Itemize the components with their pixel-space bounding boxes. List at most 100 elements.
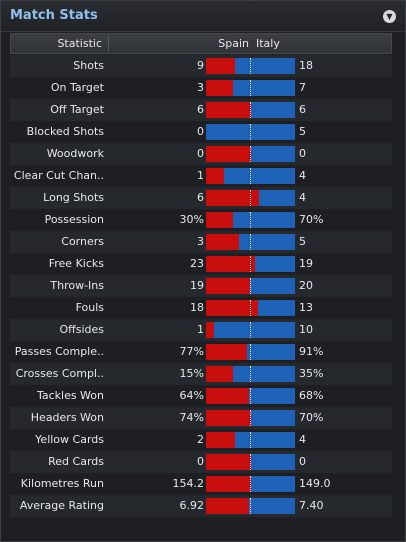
home-value: 3 — [197, 235, 204, 248]
home-share-fill — [206, 58, 235, 74]
stat-row: Average Rating 6.92 7.40 — [10, 495, 392, 517]
stat-row: Fouls 18 13 — [10, 297, 392, 319]
column-statistic[interactable]: Statistic — [57, 37, 102, 50]
midpoint-marker — [250, 498, 251, 514]
stat-label: Corners — [61, 235, 104, 248]
column-home-team[interactable]: Spain — [218, 37, 249, 50]
midpoint-marker — [250, 124, 251, 140]
away-value: 5 — [299, 235, 306, 248]
comparison-bar — [206, 410, 295, 426]
home-value: 0 — [197, 125, 204, 138]
stat-row: Woodwork 0 0 — [10, 143, 392, 165]
midpoint-marker — [250, 410, 251, 426]
comparison-bar — [206, 256, 295, 272]
home-value: 30% — [179, 213, 204, 226]
midpoint-marker — [250, 432, 251, 448]
comparison-bar — [206, 454, 295, 470]
away-value: 10 — [299, 323, 313, 336]
midpoint-marker — [250, 58, 251, 74]
away-value: 91% — [299, 345, 324, 358]
stat-label: Offsides — [59, 323, 104, 336]
comparison-bar — [206, 102, 295, 118]
stat-label: Headers Won — [30, 411, 104, 424]
midpoint-marker — [250, 344, 251, 360]
stat-row: Kilometres Run 154.2 149.0 — [10, 473, 392, 495]
comparison-bar — [206, 80, 295, 96]
home-share-fill — [206, 168, 224, 184]
midpoint-marker — [250, 300, 251, 316]
chevron-down-icon[interactable]: ▼ — [383, 10, 396, 23]
away-value: 4 — [299, 191, 306, 204]
home-value: 1 — [197, 323, 204, 336]
comparison-bar — [206, 168, 295, 184]
home-value: 77% — [179, 345, 204, 358]
away-value: 70% — [299, 411, 324, 424]
home-value: 6 — [197, 103, 204, 116]
away-value: 5 — [299, 125, 306, 138]
away-value: 0 — [299, 147, 306, 160]
stat-label: Clear Cut Chan.. — [13, 169, 104, 182]
midpoint-marker — [250, 146, 251, 162]
comparison-bar — [206, 498, 295, 514]
panel-title: Match Stats — [10, 8, 98, 23]
midpoint-marker — [250, 168, 251, 184]
comparison-bar — [206, 300, 295, 316]
home-share-fill — [206, 256, 255, 272]
stat-row: Clear Cut Chan.. 1 4 — [10, 165, 392, 187]
home-value: 3 — [197, 81, 204, 94]
away-value: 19 — [299, 257, 313, 270]
midpoint-marker — [250, 80, 251, 96]
home-share-fill — [206, 498, 249, 514]
stats-list: Shots 9 18 On Target 3 7 Off Target 6 6 Blocked S… — [10, 55, 392, 517]
away-value: 68% — [299, 389, 324, 402]
home-value: 0 — [197, 147, 204, 160]
comparison-bar — [206, 124, 295, 140]
midpoint-marker — [250, 190, 251, 206]
stat-row: Red Cards 0 0 — [10, 451, 392, 473]
stat-row: Throw-Ins 19 20 — [10, 275, 392, 297]
stat-row: Possession 30% 70% — [10, 209, 392, 231]
midpoint-marker — [250, 256, 251, 272]
stat-label: Possession — [44, 213, 104, 226]
column-divider — [108, 36, 109, 52]
home-share-fill — [206, 476, 251, 492]
home-share-fill — [206, 190, 259, 206]
home-share-fill — [206, 80, 233, 96]
home-share-fill — [206, 366, 233, 382]
comparison-bar — [206, 366, 295, 382]
column-away-team[interactable]: Italy — [256, 37, 280, 50]
home-value: 1 — [197, 169, 204, 182]
stat-row: Yellow Cards 2 4 — [10, 429, 392, 451]
home-value: 6 — [197, 191, 204, 204]
home-share-fill — [206, 432, 235, 448]
home-value: 23 — [190, 257, 204, 270]
comparison-bar — [206, 212, 295, 228]
comparison-bar — [206, 476, 295, 492]
home-share-fill — [206, 454, 251, 470]
stat-label: Red Cards — [48, 455, 104, 468]
stat-row: Offsides 1 10 — [10, 319, 392, 341]
midpoint-marker — [250, 234, 251, 250]
stat-label: Shots — [73, 59, 104, 72]
stat-label: Yellow Cards — [35, 433, 104, 446]
home-value: 19 — [190, 279, 204, 292]
away-value: 6 — [299, 103, 306, 116]
stat-row: Corners 3 5 — [10, 231, 392, 253]
away-value: 0 — [299, 455, 306, 468]
midpoint-marker — [250, 102, 251, 118]
stat-row: Long Shots 6 4 — [10, 187, 392, 209]
stat-row: Tackles Won 64% 68% — [10, 385, 392, 407]
comparison-bar — [206, 322, 295, 338]
away-value: 149.0 — [299, 477, 331, 490]
comparison-bar — [206, 234, 295, 250]
home-value: 18 — [190, 301, 204, 314]
home-value: 64% — [179, 389, 204, 402]
away-value: 70% — [299, 213, 324, 226]
stat-row: Shots 9 18 — [10, 55, 392, 77]
stat-label: Throw-Ins — [50, 279, 104, 292]
home-value: 0 — [197, 455, 204, 468]
stat-row: Free Kicks 23 19 — [10, 253, 392, 275]
comparison-bar — [206, 146, 295, 162]
home-share-fill — [206, 344, 247, 360]
home-value: 15% — [179, 367, 204, 380]
